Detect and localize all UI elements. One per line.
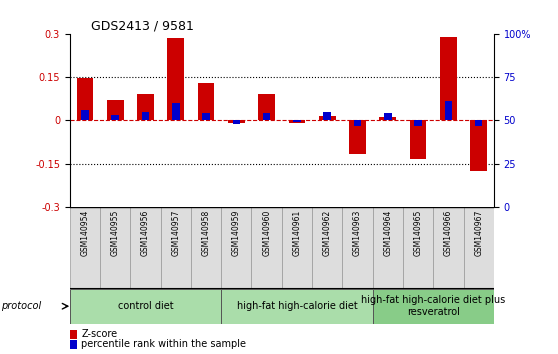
Bar xyxy=(252,207,282,289)
Bar xyxy=(263,113,271,120)
Bar xyxy=(384,113,392,120)
Bar xyxy=(172,103,180,120)
Text: GSM140961: GSM140961 xyxy=(292,210,301,256)
Bar xyxy=(142,112,150,120)
Text: GSM140963: GSM140963 xyxy=(353,210,362,256)
Bar xyxy=(410,120,426,159)
Bar xyxy=(293,120,301,122)
Bar xyxy=(312,207,343,289)
Text: GSM140964: GSM140964 xyxy=(383,210,392,256)
Text: GSM140960: GSM140960 xyxy=(262,210,271,256)
Bar xyxy=(433,207,464,289)
Bar xyxy=(81,110,89,120)
Bar xyxy=(349,120,366,154)
Text: percentile rank within the sample: percentile rank within the sample xyxy=(81,339,247,349)
Bar xyxy=(464,207,494,289)
Bar xyxy=(354,120,362,126)
Text: GSM140967: GSM140967 xyxy=(474,210,483,256)
Bar xyxy=(202,113,210,120)
Bar xyxy=(324,112,331,120)
Bar xyxy=(221,207,252,289)
Text: GSM140957: GSM140957 xyxy=(171,210,180,256)
Bar xyxy=(343,207,373,289)
Text: GDS2413 / 9581: GDS2413 / 9581 xyxy=(91,19,194,33)
Bar xyxy=(414,120,422,126)
Bar xyxy=(131,207,161,289)
Text: high-fat high-calorie diet: high-fat high-calorie diet xyxy=(237,301,357,311)
Bar xyxy=(233,120,240,124)
Bar xyxy=(70,289,221,324)
Text: GSM140954: GSM140954 xyxy=(80,210,89,256)
Text: protocol: protocol xyxy=(1,301,41,311)
Bar xyxy=(470,120,487,171)
Bar xyxy=(475,120,483,126)
Bar xyxy=(228,120,244,123)
Bar xyxy=(258,95,275,120)
Bar xyxy=(137,95,154,120)
Bar xyxy=(288,120,305,123)
Bar xyxy=(100,207,131,289)
Bar xyxy=(70,207,100,289)
Text: GSM140966: GSM140966 xyxy=(444,210,453,256)
Bar xyxy=(282,207,312,289)
Text: Z-score: Z-score xyxy=(81,329,118,339)
Bar xyxy=(76,79,93,120)
Bar xyxy=(191,207,221,289)
Bar xyxy=(403,207,433,289)
Bar xyxy=(373,207,403,289)
Bar xyxy=(112,115,119,120)
Text: GSM140962: GSM140962 xyxy=(323,210,331,256)
Bar xyxy=(373,289,494,324)
Bar xyxy=(379,118,396,120)
Text: GSM140965: GSM140965 xyxy=(413,210,422,256)
Bar xyxy=(221,289,373,324)
Text: control diet: control diet xyxy=(118,301,174,311)
Text: GSM140956: GSM140956 xyxy=(141,210,150,256)
Bar xyxy=(445,101,452,120)
Bar xyxy=(440,36,456,120)
Bar xyxy=(107,100,123,120)
Bar xyxy=(161,207,191,289)
Text: high-fat high-calorie diet plus
resveratrol: high-fat high-calorie diet plus resverat… xyxy=(361,295,506,317)
Bar xyxy=(198,83,214,120)
Bar xyxy=(319,116,335,120)
Text: GSM140959: GSM140959 xyxy=(232,210,241,256)
Bar xyxy=(167,38,184,120)
Text: GSM140955: GSM140955 xyxy=(110,210,119,256)
Text: GSM140958: GSM140958 xyxy=(201,210,210,256)
